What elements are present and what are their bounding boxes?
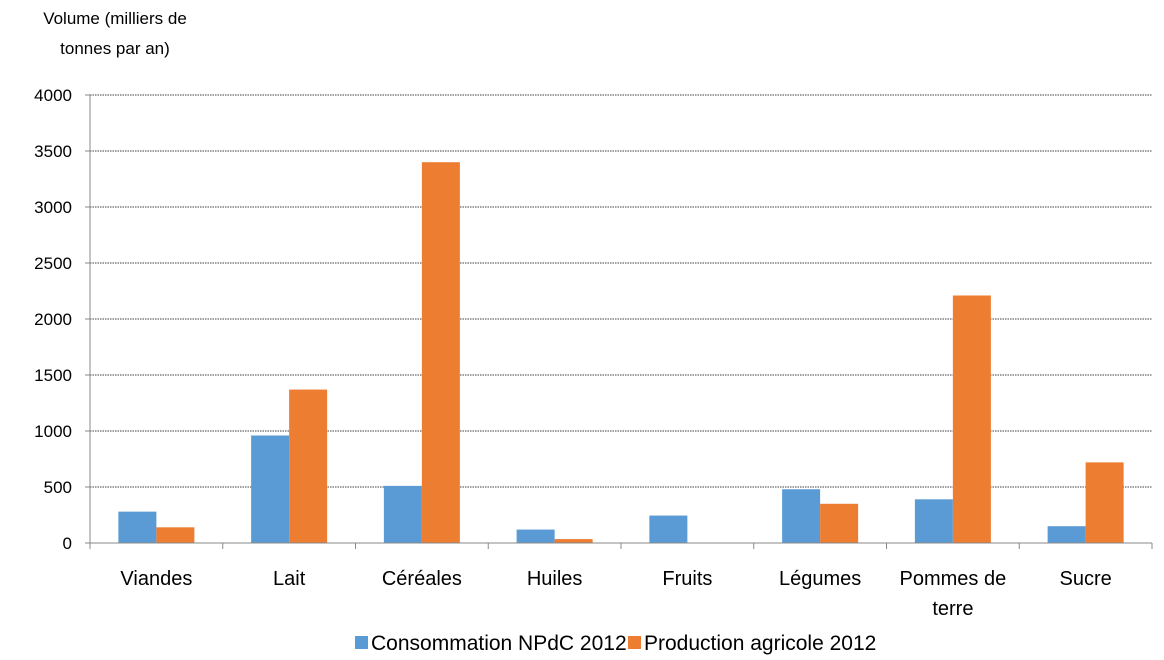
bar-series1	[1047, 526, 1086, 543]
x-category-label: Huiles	[527, 568, 583, 590]
bar-series1	[516, 529, 555, 543]
legend-swatch	[628, 636, 641, 649]
x-category-label: Céréales	[382, 568, 462, 590]
y-tick-label: 3000	[34, 198, 72, 217]
x-category-label: Fruits	[662, 568, 712, 590]
y-axis-title: Volume (milliers de tonnes par an)	[43, 9, 187, 58]
gridlines	[90, 94, 1152, 488]
y-tick-label: 500	[44, 478, 72, 497]
y-axis-title-line-2: tonnes par an)	[60, 39, 170, 58]
bar-series2	[421, 162, 460, 543]
y-axis-ticks: 0 500 1000 1500 2000 2500 3000 3500 4000	[34, 86, 90, 553]
x-category-label: Pommes de	[900, 568, 1007, 590]
y-tick-label: 3500	[34, 142, 72, 161]
legend-label: Production agricole 2012	[644, 632, 876, 655]
bar-series2	[554, 539, 593, 543]
bar-series2	[952, 295, 991, 543]
x-axis	[89, 95, 1153, 549]
bar-series2	[820, 503, 859, 543]
legend-swatch	[355, 636, 368, 649]
bar-series1	[383, 485, 422, 543]
bar-series1	[649, 515, 688, 543]
x-category-label: Viandes	[120, 568, 192, 590]
x-category-label: terre	[932, 598, 973, 620]
bar-series2	[1085, 462, 1124, 543]
bar-series2	[289, 389, 328, 543]
x-category-label: Sucre	[1060, 568, 1112, 590]
y-axis-title-line-1: Volume (milliers de	[43, 9, 187, 28]
legend: Consommation NPdC 2012 Production agricol…	[355, 632, 876, 655]
y-tick-label: 4000	[34, 86, 72, 105]
bar-series1	[782, 489, 821, 543]
bar-series1	[914, 499, 953, 543]
y-tick-label: 2000	[34, 310, 72, 329]
y-tick-label: 2500	[34, 254, 72, 273]
bar-series1	[251, 435, 290, 543]
x-category-label: Légumes	[779, 568, 861, 590]
bar-series1	[118, 511, 157, 543]
y-tick-label: 1000	[34, 422, 72, 441]
bar-series2	[156, 527, 195, 543]
x-category-label: Lait	[273, 568, 306, 590]
y-tick-label: 0	[63, 534, 72, 553]
bars	[118, 162, 1124, 543]
y-tick-label: 1500	[34, 366, 72, 385]
x-axis-labels: Viandes Lait Céréales Huiles Fruits Légumes Po…	[120, 568, 1111, 620]
legend-label: Consommation NPdC 2012	[371, 632, 627, 655]
